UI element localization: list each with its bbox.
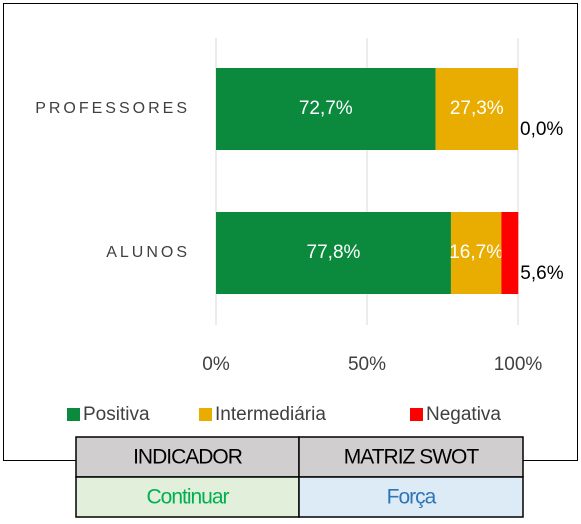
value-label: 72,7% (299, 98, 353, 119)
table-text: MATRIZ SWOT (344, 446, 480, 469)
table-cell (75, 476, 300, 518)
category-label: PROFESSORES (35, 100, 190, 117)
x-tick-label: 0% (202, 354, 230, 375)
legend-swatch (199, 408, 212, 421)
table-cell (298, 436, 524, 478)
category-label: ALUNOS (106, 244, 190, 261)
bar-segment (435, 68, 518, 150)
value-label: 0,0% (520, 119, 563, 140)
value-label: 77,8% (307, 242, 361, 263)
bar-segment (501, 212, 519, 294)
value-label: 16,7% (449, 242, 503, 263)
table-text: INDICADOR (133, 446, 243, 469)
table-text: Força (387, 486, 437, 509)
legend-swatch (67, 408, 80, 421)
legend-label: Intermediária (215, 404, 326, 425)
x-tick-label: 50% (348, 354, 386, 375)
bar-segment (216, 212, 451, 294)
bar-segment (450, 212, 502, 294)
value-label: 27,3% (450, 98, 504, 119)
legend-label: Positiva (83, 404, 150, 425)
table-text: Continuar (146, 486, 229, 509)
legend-label: Negativa (426, 404, 501, 425)
bar-segment (216, 68, 436, 150)
x-tick-label: 100% (494, 354, 543, 375)
legend-swatch (410, 408, 423, 421)
value-label: 5,6% (520, 263, 563, 284)
table-cell (298, 476, 524, 518)
